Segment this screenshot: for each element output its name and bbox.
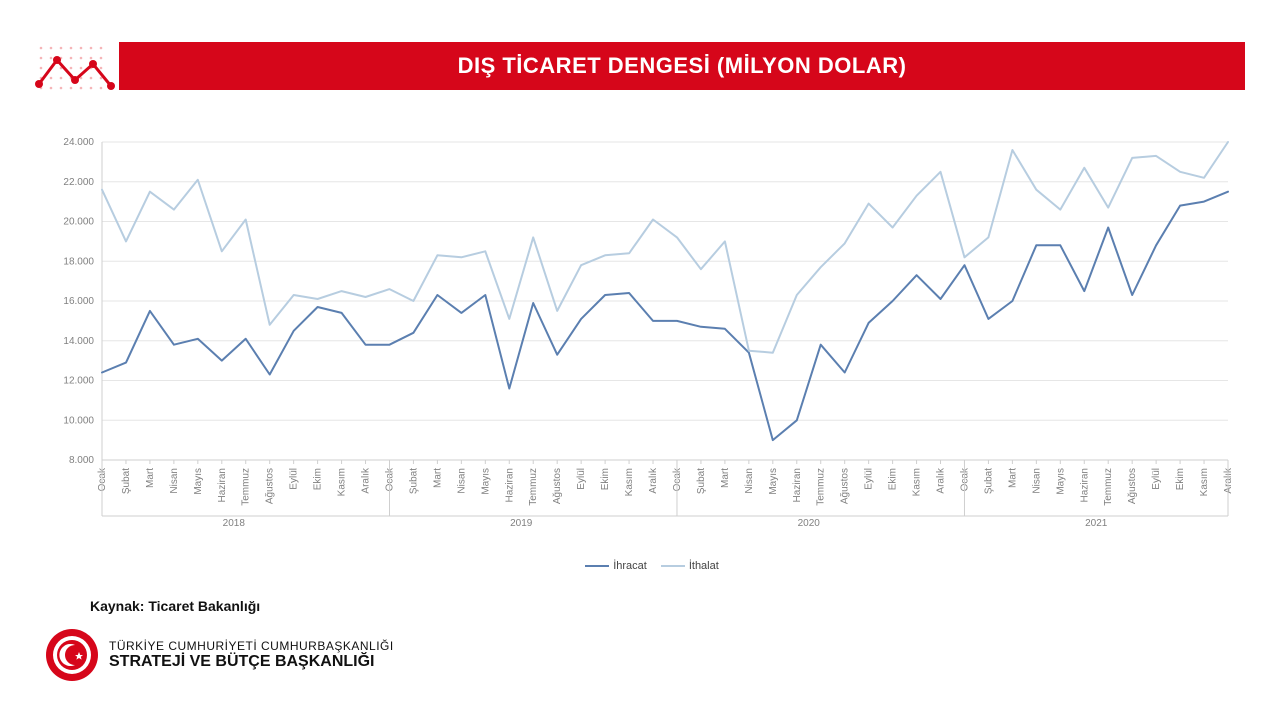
svg-text:Temmuz: Temmuz (816, 468, 827, 506)
svg-text:2018: 2018 (223, 518, 246, 529)
svg-text:Ekim: Ekim (888, 468, 899, 490)
svg-text:2021: 2021 (1085, 518, 1108, 529)
svg-text:Mayıs: Mayıs (1055, 468, 1066, 495)
svg-text:12.000: 12.000 (63, 376, 94, 387)
svg-text:Haziran: Haziran (1079, 468, 1090, 502)
svg-text:20.000: 20.000 (63, 217, 94, 228)
chart-legend: İhracat İthalat (50, 560, 1240, 572)
svg-text:Temmuz: Temmuz (1103, 468, 1114, 506)
svg-text:Nisan: Nisan (744, 468, 755, 494)
svg-text:2019: 2019 (510, 518, 533, 529)
svg-text:Temmuz: Temmuz (528, 468, 539, 506)
footer-line1: TÜRKİYE CUMHURİYETİ CUMHURBAŞKANLIĞI (109, 639, 394, 653)
svg-text:18.000: 18.000 (63, 256, 94, 267)
svg-text:Ekim: Ekim (600, 468, 611, 490)
page-title: DIŞ TİCARET DENGESİ (MİLYON DOLAR) (458, 53, 907, 79)
svg-text:Ağustos: Ağustos (552, 468, 563, 504)
svg-text:14.000: 14.000 (63, 336, 94, 347)
svg-text:Kasım: Kasım (624, 468, 635, 496)
svg-text:Nisan: Nisan (1031, 468, 1042, 494)
svg-text:Ağustos: Ağustos (1127, 468, 1138, 504)
svg-text:Aralık: Aralık (936, 467, 947, 494)
svg-text:22.000: 22.000 (63, 177, 94, 188)
footer-line2: STRATEJİ VE BÜTÇE BAŞKANLIĞI (109, 653, 394, 671)
legend-label: İthalat (689, 560, 719, 572)
svg-text:Nisan: Nisan (456, 468, 467, 494)
svg-text:Haziran: Haziran (217, 468, 228, 502)
svg-text:Eylül: Eylül (864, 468, 875, 490)
header: DIŞ TİCARET DENGESİ (MİLYON DOLAR) (35, 42, 1245, 90)
svg-text:Şubat: Şubat (696, 468, 707, 494)
legend-swatch (585, 565, 609, 567)
svg-text:Kasım: Kasım (912, 468, 923, 496)
svg-text:Haziran: Haziran (504, 468, 515, 502)
svg-text:8.000: 8.000 (69, 455, 94, 466)
svg-text:Mayıs: Mayıs (193, 468, 204, 495)
svg-text:Ekim: Ekim (1175, 468, 1186, 490)
svg-text:2020: 2020 (798, 518, 821, 529)
svg-text:Eylül: Eylül (289, 468, 300, 490)
svg-text:16.000: 16.000 (63, 296, 94, 307)
svg-text:Şubat: Şubat (408, 468, 419, 494)
svg-text:Temmuz: Temmuz (241, 468, 252, 506)
svg-text:Ağustos: Ağustos (265, 468, 276, 504)
svg-text:Ekim: Ekim (313, 468, 324, 490)
svg-text:Eylül: Eylül (1151, 468, 1162, 490)
svg-text:Kasım: Kasım (1199, 468, 1210, 496)
svg-text:Mart: Mart (145, 468, 156, 488)
svg-text:Haziran: Haziran (792, 468, 803, 502)
source-label: Kaynak: Ticaret Bakanlığı (90, 598, 260, 614)
svg-text:Mayıs: Mayıs (480, 468, 491, 495)
footer-text: TÜRKİYE CUMHURİYETİ CUMHURBAŞKANLIĞI STR… (109, 639, 394, 671)
presidency-seal-icon (45, 628, 99, 682)
header-chart-icon (35, 42, 119, 90)
chart-svg: 8.000 10.000 12.000 14.000 16.000 18.000 20.00… (50, 128, 1240, 548)
svg-text:Nisan: Nisan (169, 468, 180, 494)
svg-text:Mayıs: Mayıs (768, 468, 779, 495)
svg-text:24.000: 24.000 (63, 137, 94, 148)
svg-text:Ağustos: Ağustos (840, 468, 851, 504)
svg-text:Şubat: Şubat (121, 468, 132, 494)
svg-text:Aralık: Aralık (361, 467, 372, 494)
trade-balance-chart: 8.000 10.000 12.000 14.000 16.000 18.000 20.00… (50, 128, 1240, 548)
svg-text:Eylül: Eylül (576, 468, 587, 490)
legend-label: İhracat (613, 560, 647, 572)
svg-text:Şubat: Şubat (983, 468, 994, 494)
footer-logo: TÜRKİYE CUMHURİYETİ CUMHURBAŞKANLIĞI STR… (45, 628, 394, 682)
svg-text:10.000: 10.000 (63, 415, 94, 426)
svg-text:Aralık: Aralık (648, 467, 659, 494)
svg-text:Mart: Mart (1007, 468, 1018, 488)
svg-text:Mart: Mart (720, 468, 731, 488)
legend-swatch (661, 565, 685, 567)
svg-text:Kasım: Kasım (337, 468, 348, 496)
title-bar: DIŞ TİCARET DENGESİ (MİLYON DOLAR) (119, 42, 1245, 90)
svg-text:Mart: Mart (432, 468, 443, 488)
